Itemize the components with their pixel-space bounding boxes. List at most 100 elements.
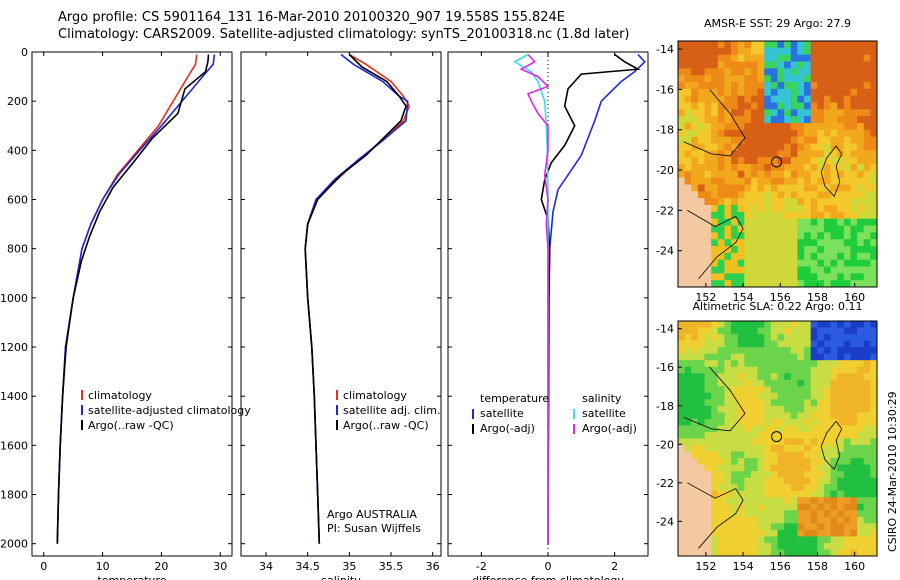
heatmap-cell [823, 477, 832, 485]
heatmap-cell [750, 458, 759, 466]
heatmap-cell [837, 143, 845, 151]
heatmap-cell [810, 327, 818, 335]
heatmap-cell [717, 82, 726, 90]
heatmap-cell [757, 170, 765, 179]
heatmap-cell [757, 82, 765, 90]
heatmap-cell [817, 405, 825, 413]
heatmap-cell [724, 458, 732, 466]
heatmap-cell [764, 458, 772, 466]
heatmap-cell [731, 232, 739, 240]
heatmap-cell [817, 458, 825, 466]
heatmap-cell [790, 425, 798, 433]
heatmap-cell [843, 438, 852, 446]
heatmap-cell [790, 523, 798, 531]
heatmap-cell [837, 347, 845, 355]
heatmap-cell [810, 232, 818, 240]
heatmap-cell [691, 54, 699, 63]
heatmap-cell [797, 536, 805, 544]
heatmap-cell [731, 123, 739, 131]
heatmap-cell [737, 164, 745, 172]
heatmap-cell [750, 61, 759, 69]
heatmap-cell [737, 116, 745, 124]
heatmap-cell [810, 510, 818, 518]
heatmap-cell [711, 246, 719, 254]
heatmap-cell [870, 164, 877, 172]
heatmap-cell [737, 451, 745, 459]
heatmap-cell [810, 143, 818, 151]
heatmap-cell [764, 373, 772, 381]
heatmap-cell [704, 484, 712, 492]
heatmap-cell [843, 425, 852, 433]
heatmap-cell [678, 353, 686, 361]
heatmap-cell [770, 136, 779, 145]
heatmap-cell [804, 451, 812, 459]
heatmap-cell [863, 170, 871, 179]
heatmap-cell [870, 510, 877, 518]
heatmap-cell [850, 177, 858, 186]
heatmap-cell [857, 418, 865, 427]
heatmap-cell [744, 232, 752, 240]
heatmap-cell [837, 177, 845, 186]
heatmap-cell [697, 497, 706, 505]
heatmap-cell [830, 252, 838, 261]
heatmap-cell [797, 445, 805, 453]
heatmap-cell [711, 418, 719, 427]
heatmap-cell [863, 334, 871, 342]
heatmap-cell [750, 510, 759, 518]
heatmap-cell [804, 129, 812, 138]
heatmap-cell [764, 232, 772, 240]
heatmap-cell [717, 366, 726, 374]
heatmap-cell [870, 191, 877, 199]
heatmap-cell [757, 143, 765, 151]
heatmap-cell [711, 252, 719, 261]
heatmap-cell [777, 392, 785, 400]
heatmap-cell [717, 445, 726, 453]
heatmap-cell [777, 123, 785, 131]
heatmap-cell [731, 191, 739, 199]
heatmap-cell [691, 321, 699, 329]
heatmap-cell [790, 542, 798, 551]
heatmap-cell [737, 259, 745, 268]
heatmap-cell [790, 379, 798, 387]
heatmap-cell [731, 425, 739, 433]
heatmap-cell [784, 109, 792, 117]
heatmap-cell [757, 347, 765, 355]
heatmap-cell [823, 523, 832, 531]
heatmap-cell [777, 205, 785, 213]
heatmap-cell [870, 445, 877, 453]
heatmap-cell [678, 143, 686, 151]
difference-xtick-label: 2 [611, 560, 618, 573]
heatmap-cell [797, 386, 805, 394]
heatmap-cell [684, 191, 692, 199]
heatmap-cell [857, 516, 865, 524]
heatmap-cell [777, 164, 785, 172]
heatmap-cell [704, 95, 712, 104]
heatmap-cell [684, 239, 692, 247]
heatmap-cell [843, 252, 852, 261]
heatmap-cell [870, 340, 877, 348]
heatmap-cell [837, 477, 845, 485]
heatmap-cell [724, 347, 732, 355]
heatmap-cell [737, 340, 745, 348]
heatmap-cell [691, 266, 699, 274]
heatmap-cell [790, 205, 798, 213]
heatmap-cell [724, 47, 732, 56]
heatmap-cell [704, 451, 712, 459]
heatmap-cell [737, 523, 745, 531]
heatmap-cell [863, 327, 871, 335]
heatmap-cell [830, 82, 838, 90]
heatmap-cell [691, 334, 699, 342]
heatmap-cell [817, 334, 825, 342]
heatmap-cell [823, 464, 832, 472]
heatmap-cell [691, 143, 699, 151]
heatmap-cell [717, 239, 726, 247]
heatmap-cell [823, 386, 832, 394]
heatmap-cell [817, 451, 825, 459]
heatmap-cell [804, 95, 812, 104]
heatmap-cell [684, 373, 692, 381]
heatmap-cell [750, 164, 759, 172]
heatmap-cell [737, 549, 745, 556]
heatmap-cell [744, 211, 752, 220]
heatmap-cell [830, 484, 838, 492]
heatmap-cell [744, 170, 752, 179]
